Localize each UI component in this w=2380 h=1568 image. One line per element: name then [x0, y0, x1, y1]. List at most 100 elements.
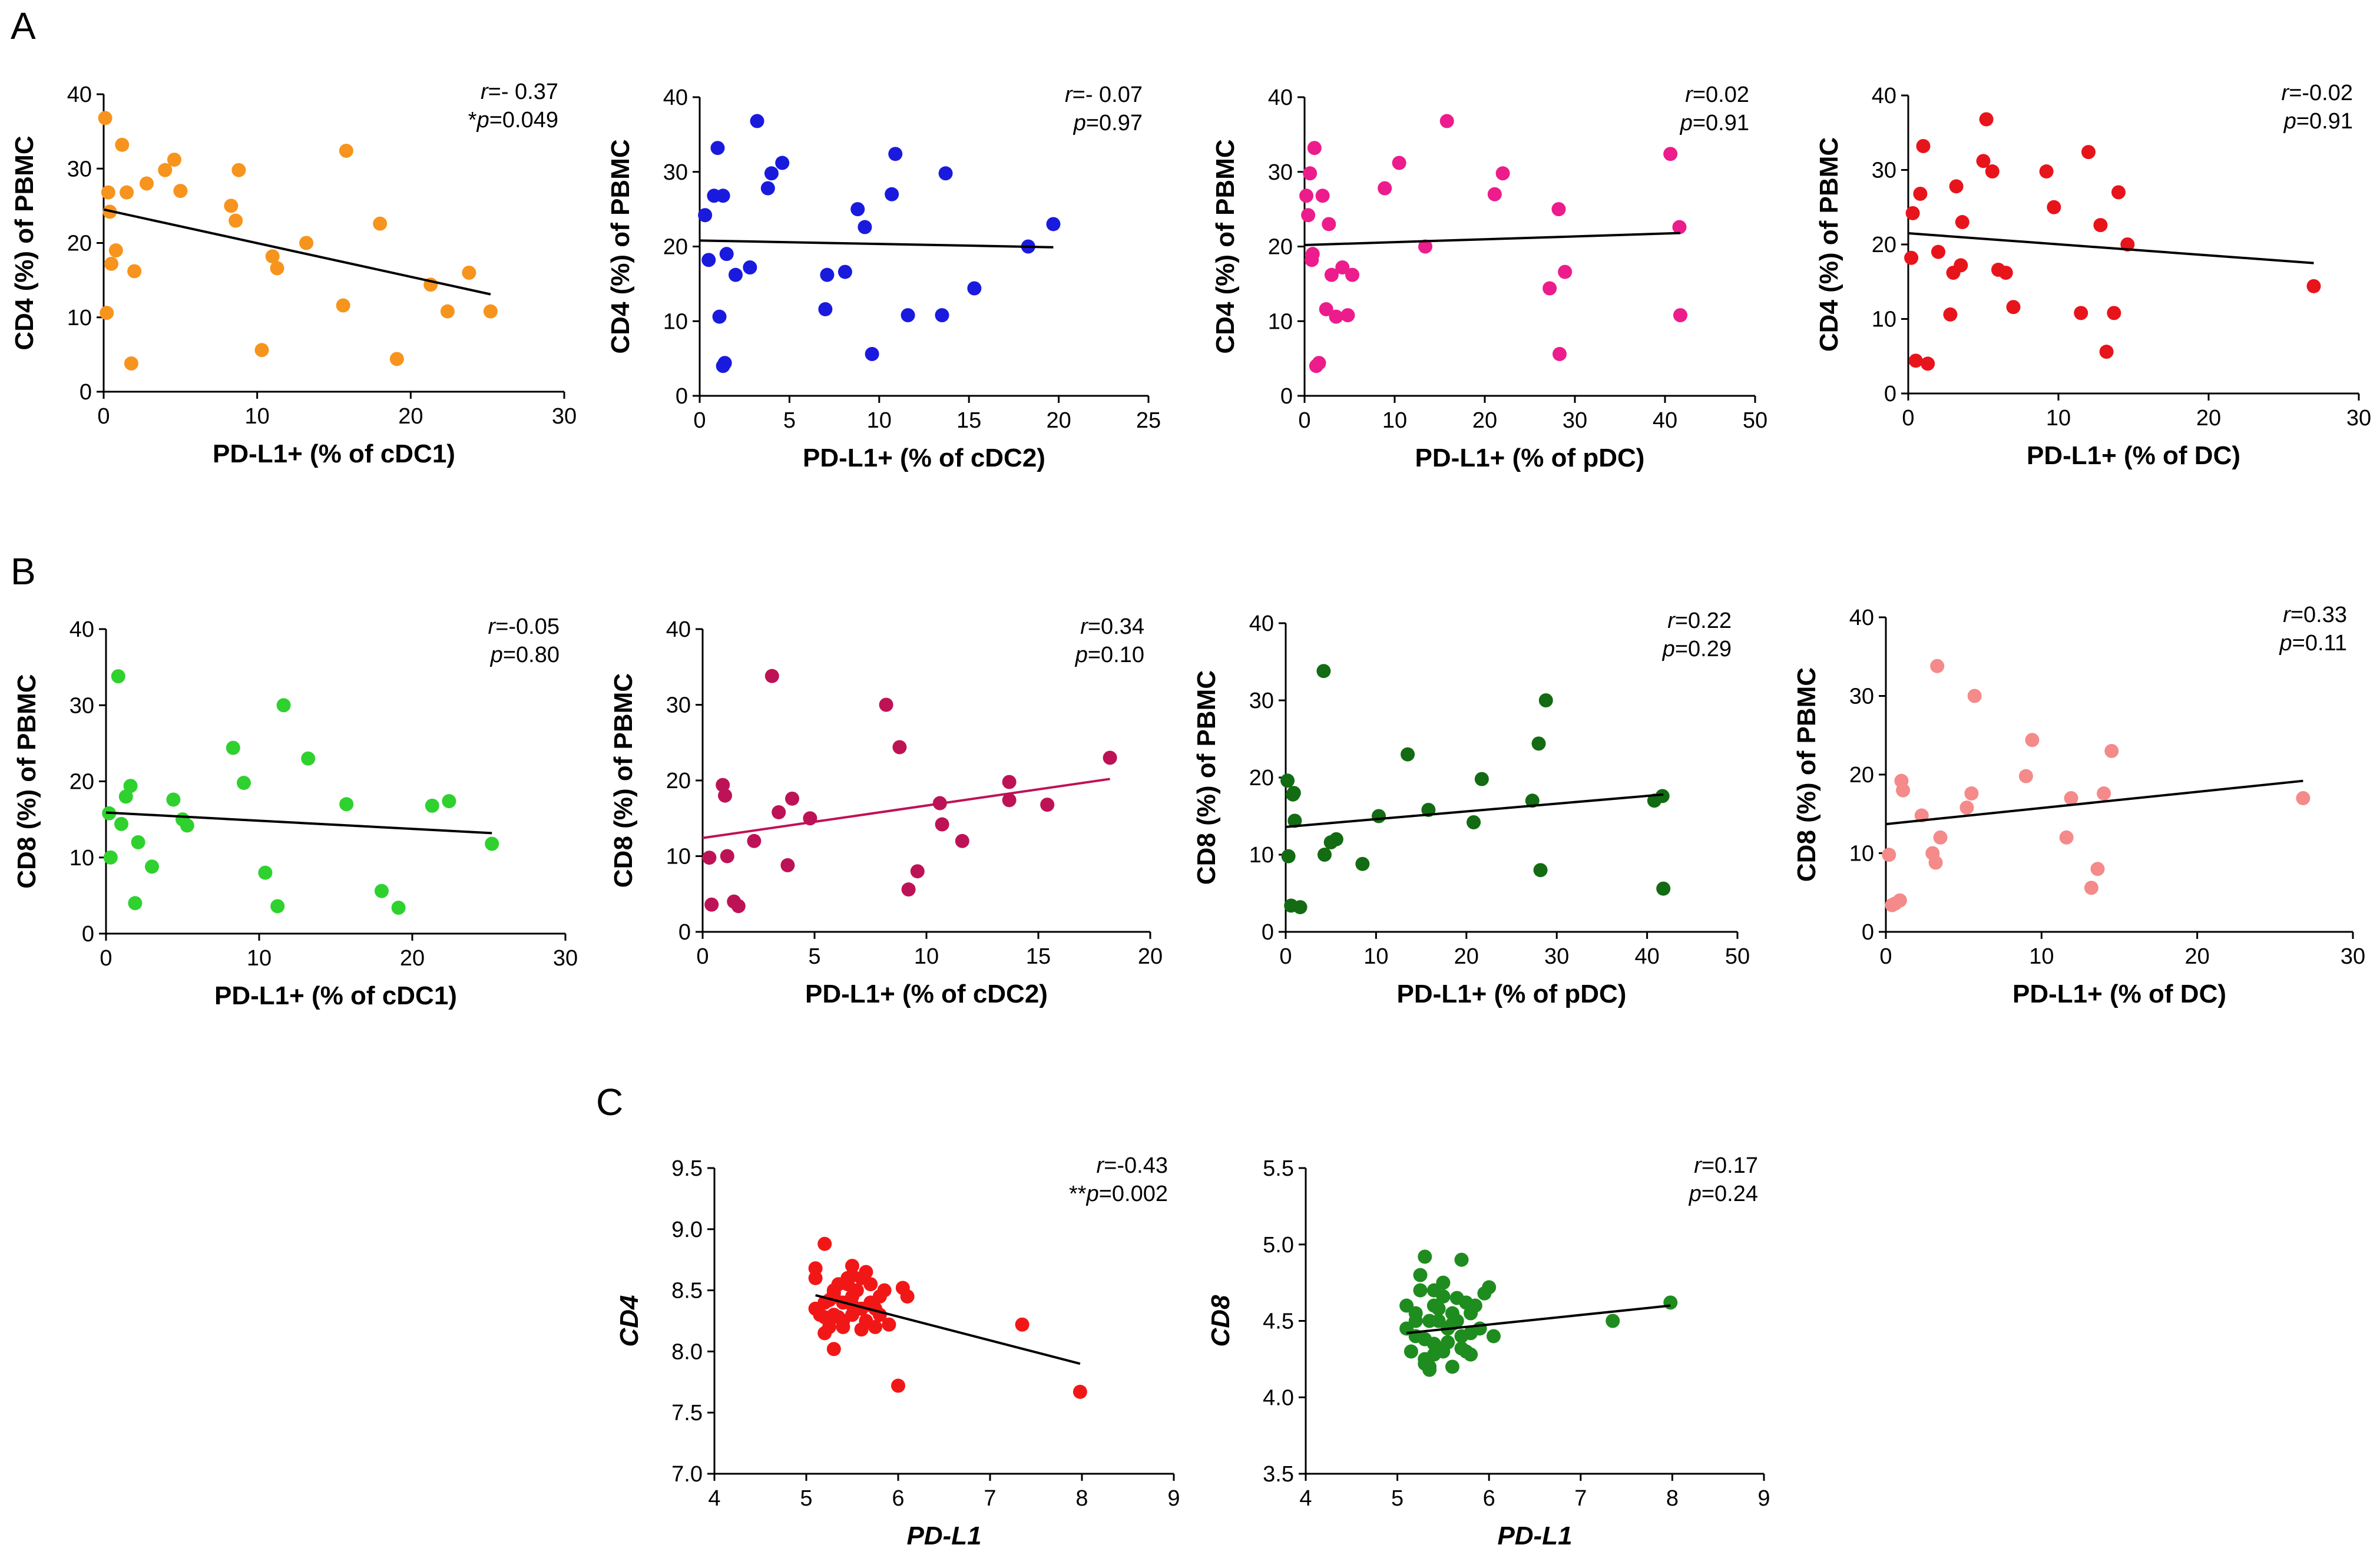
y-tick-label: 10 [1872, 307, 1896, 332]
x-tick-label: 40 [1634, 944, 1659, 969]
x-axis-label: PD-L1+ (% of cDC2) [803, 444, 1045, 472]
data-point [938, 166, 953, 181]
data-point [1312, 356, 1326, 371]
data-point [716, 188, 730, 203]
data-point [120, 185, 134, 200]
regression-line [1285, 793, 1664, 828]
x-tick-label: 25 [1136, 408, 1161, 433]
data-point [254, 343, 269, 358]
x-tick-label: 10 [867, 408, 892, 433]
data-point [935, 817, 949, 832]
data-point [1967, 689, 1982, 703]
y-tick-label: 30 [1268, 160, 1293, 185]
data-point [115, 137, 130, 152]
stat-p: *p=0.049 [468, 108, 558, 133]
data-point [716, 778, 730, 792]
data-point [166, 792, 181, 807]
y-axis-label: CD4 (%) of PBMC [606, 139, 635, 353]
y-tick-label: 0 [676, 384, 688, 409]
data-point [1439, 114, 1454, 128]
data-point [2047, 200, 2061, 214]
data-point [1316, 664, 1331, 679]
data-point [1293, 900, 1307, 915]
data-point [1413, 1283, 1428, 1298]
y-tick-label: 30 [663, 160, 688, 185]
stat-p: p=0.11 [2279, 631, 2347, 656]
data-point [704, 897, 719, 912]
x-tick-label: 20 [400, 946, 425, 971]
x-tick-label: 8 [1666, 1486, 1679, 1511]
data-point [1340, 308, 1355, 323]
x-tick-label: 10 [1382, 408, 1407, 433]
data-point [775, 156, 790, 170]
x-tick-label: 0 [1902, 406, 1914, 431]
data-point [462, 266, 476, 280]
y-tick-label: 8.0 [671, 1339, 703, 1364]
data-point [1329, 832, 1343, 846]
data-point [712, 309, 727, 324]
data-point [720, 849, 734, 864]
data-point [1418, 1332, 1432, 1347]
data-point [845, 1259, 859, 1273]
data-point [888, 147, 903, 161]
data-point [1307, 141, 1322, 156]
data-point [1673, 308, 1688, 323]
data-point [1538, 693, 1553, 707]
data-point [1413, 1268, 1428, 1282]
y-axis-label: CD8 (%) of PBMC [609, 673, 638, 888]
data-point [1315, 188, 1330, 203]
chart-a2: 0 5 10 15 20 25 0 10 20 30 40 PD-L1+ (% of cDC2) CD4… [606, 82, 1161, 472]
regression-line [702, 778, 1110, 839]
data-point [826, 1342, 841, 1357]
data-point [1002, 775, 1017, 789]
x-tick-label: 9 [1757, 1486, 1770, 1511]
x-axis-label: PD-L1+ (% of DC) [2012, 980, 2226, 1008]
stat-r: r=- 0.07 [1065, 82, 1143, 107]
data-point [1401, 747, 1415, 762]
y-tick-label: 20 [663, 235, 688, 260]
data-point [717, 356, 732, 371]
data-point [868, 1319, 882, 1334]
x-tick-label: 8 [1075, 1486, 1088, 1511]
data-point [1103, 750, 1117, 765]
data-point [118, 789, 133, 804]
data-point [710, 141, 725, 156]
stat-r: r=-0.43 [1097, 1153, 1168, 1178]
data-point [2093, 218, 2108, 233]
data-point [237, 776, 251, 790]
x-tick-label: 30 [1544, 944, 1569, 969]
data-point [1408, 1314, 1423, 1328]
data-point [854, 1322, 869, 1337]
y-tick-label: 30 [1849, 684, 1874, 709]
data-point [1324, 267, 1339, 282]
data-point [2074, 306, 2088, 320]
data-point [1964, 786, 1979, 801]
y-tick-label: 10 [666, 845, 691, 869]
data-point [901, 882, 916, 897]
data-point [728, 267, 743, 282]
x-tick-label: 0 [97, 404, 110, 429]
stat-r: r=-0.05 [488, 614, 560, 639]
x-tick-label: 9 [1167, 1486, 1180, 1511]
x-tick-label: 20 [1138, 944, 1163, 969]
chart-b2: 0 5 10 15 20 0 10 20 30 40 PD-L1+ (% of cDC2) CD8 (… [609, 614, 1163, 1008]
chart-c2: 4 5 6 7 8 9 3.5 4.0 4.5 5.0 5.5 PD-L1 CD8 r=0.17 p=0.2… [1206, 1153, 1770, 1550]
x-tick-label: 5 [783, 408, 796, 433]
data-point [1882, 848, 1896, 862]
data-point [124, 356, 138, 371]
x-tick-label: 20 [2196, 406, 2221, 431]
data-point [1046, 217, 1061, 231]
y-tick-label: 30 [1872, 158, 1896, 183]
data-point [1317, 848, 1332, 862]
x-tick-label: 4 [708, 1486, 720, 1511]
data-point [967, 281, 982, 296]
data-point [2306, 279, 2321, 293]
y-tick-label: 10 [67, 306, 92, 330]
data-point [1015, 1317, 1030, 1332]
x-tick-label: 0 [100, 946, 112, 971]
data-point [785, 791, 799, 806]
data-point [1299, 188, 1314, 203]
data-point [1418, 1357, 1432, 1371]
data-point [139, 176, 154, 191]
